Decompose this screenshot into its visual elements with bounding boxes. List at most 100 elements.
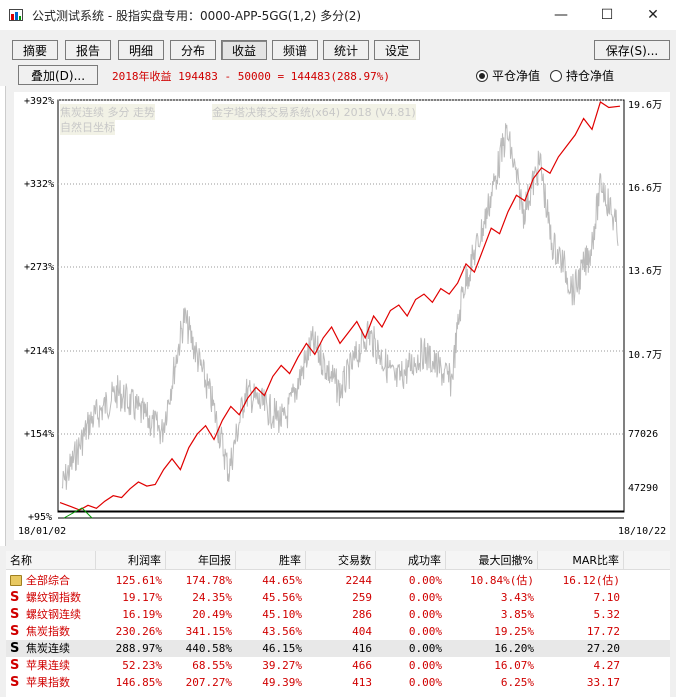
cell-mar: 7.10: [593, 591, 621, 604]
tab-distribution[interactable]: 分布: [170, 40, 216, 60]
x-end-label: 18/10/22: [618, 526, 667, 537]
right-tick-label: 19.6万: [628, 100, 663, 111]
radio-unselected-icon[interactable]: [549, 69, 562, 82]
app-chart-icon: [8, 7, 24, 23]
col-mar[interactable]: MAR比率: [538, 551, 624, 570]
right-tick-label: 10.7万: [628, 350, 663, 361]
plot-area: [57, 99, 625, 513]
cell-trades: 466: [352, 659, 372, 672]
cell-trades: 286: [352, 608, 372, 621]
cell-win: 45.56%: [262, 591, 302, 604]
cell-win: 49.39%: [262, 676, 302, 689]
cell-annual: 341.15%: [185, 625, 232, 638]
cell-mar: 17.72: [586, 625, 620, 638]
left-edge-strip: [0, 86, 6, 546]
cell-success: 0.00%: [408, 591, 442, 604]
cell-annual: 24.35%: [192, 591, 232, 604]
yearly-return-summary: 2018年收益 194483 - 50000 = 144483(288.97%): [112, 70, 391, 83]
left-tick-label: +154%: [24, 429, 55, 440]
radio-close-equity[interactable]: 平仓净值: [475, 67, 540, 84]
cell-success: 0.00%: [408, 574, 442, 587]
tab-report[interactable]: 报告: [65, 40, 111, 60]
table-row[interactable]: S 苹果连续 52.23% 68.55% 39.27% 466 0.00% 16.07% 4.2…: [6, 657, 670, 674]
cell-profit: 125.61%: [115, 574, 162, 587]
minimize-button[interactable]: —: [554, 7, 568, 23]
table-row[interactable]: S 苹果指数 146.85% 207.27% 49.39% 413 0.00% 6.25% 33…: [6, 674, 670, 691]
cell-profit: 52.23%: [122, 659, 162, 672]
row-name: 苹果指数: [26, 676, 70, 689]
results-table: 名称 利润率 年回报 胜率 交易数 成功率 最大回撤% MAR比率 全部综合 12…: [6, 551, 670, 697]
strategy-s-icon: S: [10, 607, 20, 622]
tab-settings[interactable]: 设定: [374, 40, 420, 60]
cell-annual: 68.55%: [192, 659, 232, 672]
col-profit[interactable]: 利润率: [96, 551, 166, 570]
strategy-s-icon: S: [10, 590, 20, 605]
watermark-line-2: 自然日坐标: [60, 119, 115, 135]
cell-profit: 16.19%: [122, 608, 162, 621]
table-row[interactable]: 全部综合 125.61% 174.78% 44.65% 2244 0.00% 10.84%(…: [6, 572, 670, 589]
left-tick-label: +332%: [24, 179, 55, 190]
col-winrate[interactable]: 胜率: [236, 551, 306, 570]
strategy-s-icon: S: [10, 641, 20, 656]
equity-chart: 焦炭连续 多分 走势 自然日坐标 金字塔决策交易系统(x64) 2018 (V4…: [14, 92, 670, 540]
price-series-line: [61, 123, 619, 490]
drawdown-marker: [63, 507, 93, 519]
table-row[interactable]: S 焦炭指数 230.26% 341.15% 43.56% 404 0.00% 19.25% 1…: [6, 623, 670, 640]
cell-trades: 259: [352, 591, 372, 604]
toolbar: 摘要 报告 明细 分布 收益 频谱 统计 设定 保存(S)...: [0, 38, 676, 62]
equity-mode-group: 平仓净值 持仓净值: [466, 67, 614, 84]
cell-profit: 146.85%: [115, 676, 162, 689]
tab-summary[interactable]: 摘要: [12, 40, 58, 60]
col-drawdown[interactable]: 最大回撤%: [446, 551, 538, 570]
cell-success: 0.00%: [408, 608, 442, 621]
cell-success: 0.00%: [408, 659, 442, 672]
radio-selected-icon[interactable]: [475, 69, 488, 82]
table-header: 名称 利润率 年回报 胜率 交易数 成功率 最大回撤% MAR比率: [6, 551, 670, 570]
col-success[interactable]: 成功率: [376, 551, 446, 570]
window-title: 公式测试系统 - 股指实盘专用：0000-APP-5GG(1,2) 多分(2): [32, 8, 362, 23]
table-row[interactable]: S 螺纹钢指数 19.17% 24.35% 45.56% 259 0.00% 3.43% 7.1…: [6, 589, 670, 606]
equity-chart-svg: [57, 99, 625, 519]
left-tick-label: +273%: [24, 262, 55, 273]
cell-mar: 4.27: [593, 659, 621, 672]
col-name[interactable]: 名称: [6, 551, 96, 570]
cell-profit: 288.97%: [115, 642, 162, 655]
overlay-button[interactable]: 叠加(D)...: [18, 65, 98, 85]
col-trades[interactable]: 交易数: [306, 551, 376, 570]
col-annual[interactable]: 年回报: [166, 551, 236, 570]
row-name: 焦炭连续: [26, 642, 70, 655]
save-button[interactable]: 保存(S)...: [594, 40, 670, 60]
table-row[interactable]: S 焦炭连续 288.97% 440.58% 46.15% 416 0.00% 16.20% 2…: [6, 640, 670, 657]
strategy-s-icon: S: [10, 675, 20, 690]
cell-success: 0.00%: [408, 625, 442, 638]
cell-trades: 404: [352, 625, 372, 638]
maximize-button[interactable]: ☐: [600, 7, 614, 23]
cell-win: 43.56%: [262, 625, 302, 638]
tab-detail[interactable]: 明细: [118, 40, 164, 60]
table-row[interactable]: S 螺纹钢连续 16.19% 20.49% 45.10% 286 0.00% 3.85% 5.3…: [6, 606, 670, 623]
row-name: 苹果连续: [26, 659, 70, 672]
watermark-line-1: 焦炭连续 多分 走势: [60, 104, 155, 120]
cell-success: 0.00%: [408, 642, 442, 655]
cell-annual: 207.27%: [185, 676, 232, 689]
tab-spectrum[interactable]: 频谱: [272, 40, 318, 60]
row-name: 螺纹钢指数: [26, 591, 81, 604]
cell-drawdown: 16.07%: [494, 659, 534, 672]
cell-win: 39.27%: [262, 659, 302, 672]
cell-drawdown: 3.85%: [500, 608, 534, 621]
cell-trades: 416: [352, 642, 372, 655]
left-tick-label: +95%: [28, 512, 53, 523]
right-tick-label: 47290: [628, 483, 659, 494]
strategy-s-icon: S: [10, 658, 20, 673]
folder-icon: [10, 575, 22, 586]
radio-close-equity-label: 平仓净值: [491, 69, 540, 83]
cell-win: 46.15%: [262, 642, 302, 655]
strategy-s-icon: S: [10, 624, 20, 639]
radio-position-equity[interactable]: 持仓净值: [549, 67, 614, 84]
watermark-center: 金字塔决策交易系统(x64) 2018 (V4.81): [212, 104, 416, 120]
close-button[interactable]: ✕: [647, 7, 659, 23]
cell-mar: 16.12(估): [562, 574, 620, 587]
tab-statistics[interactable]: 统计: [323, 40, 369, 60]
cell-mar: 27.20: [586, 642, 620, 655]
tab-returns[interactable]: 收益: [221, 40, 267, 60]
